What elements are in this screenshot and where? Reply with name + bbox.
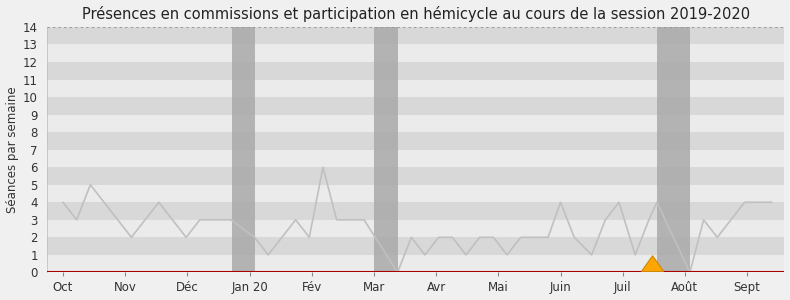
Bar [47,167,784,185]
Bar [47,202,784,220]
Bar [47,220,784,237]
Bar [47,115,784,132]
Bar [47,62,784,80]
Bar [47,80,784,97]
Bar [47,44,784,62]
Bar [47,150,784,167]
Bar [47,185,784,202]
Bar [47,237,784,255]
Bar [657,27,690,272]
Bar [232,27,254,272]
Title: Présences en commissions et participation en hémicycle au cours de la session 20: Présences en commissions et participatio… [82,6,750,22]
Bar [47,255,784,272]
Bar [47,132,784,150]
Polygon shape [641,256,664,272]
Bar [374,27,397,272]
Bar [47,27,784,44]
Bar [47,97,784,115]
Y-axis label: Séances par semaine: Séances par semaine [6,86,18,213]
